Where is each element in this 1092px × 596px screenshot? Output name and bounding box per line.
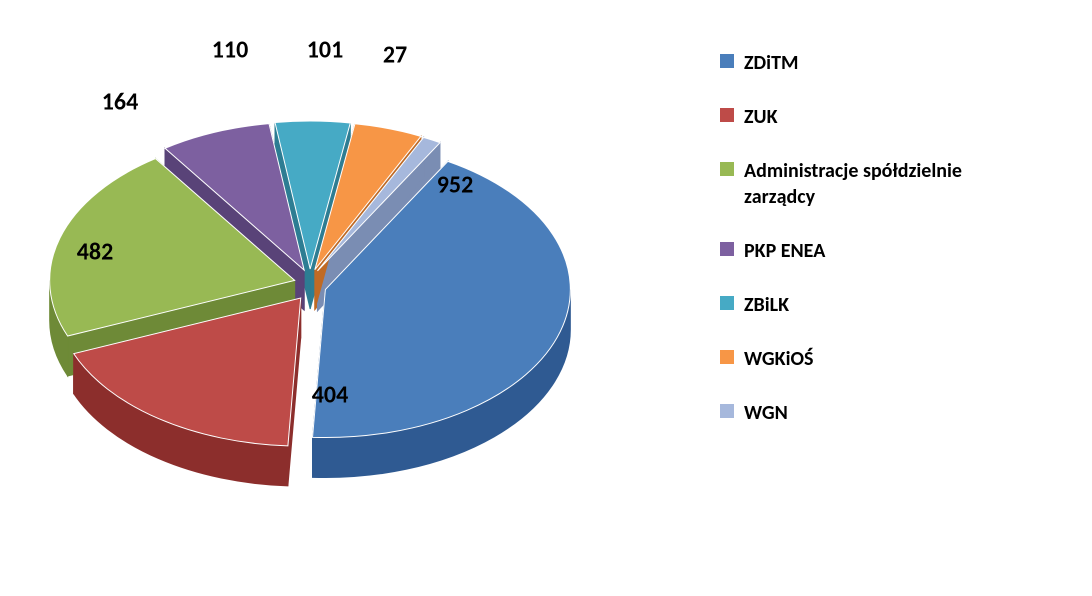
- legend-item: ZDiTM: [720, 50, 1024, 76]
- chart-stage: 952 404 482 164 110 101 27 ZDiTM ZUK Administrac…: [0, 0, 1092, 596]
- legend-label: WGN: [744, 400, 788, 426]
- pie-value-label: 164: [102, 88, 139, 117]
- legend-color-swatch: [720, 296, 734, 310]
- legend-label: PKP ENEA: [744, 238, 825, 264]
- legend-label: ZUK: [744, 104, 778, 130]
- legend-color-swatch: [720, 350, 734, 364]
- legend-color-swatch: [720, 54, 734, 68]
- legend-color-swatch: [720, 404, 734, 418]
- legend-color-swatch: [720, 162, 734, 176]
- pie-value-label: 27: [383, 41, 407, 70]
- legend-label: Administracje spółdzielnie zarządcy: [744, 158, 1024, 210]
- legend-item: ZUK: [720, 104, 1024, 130]
- pie-value-label: 110: [212, 36, 249, 65]
- pie-value-label: 404: [312, 381, 349, 410]
- legend-label: ZDiTM: [744, 50, 798, 76]
- chart-legend: ZDiTM ZUK Administracje spółdzielnie zarzą…: [720, 50, 1024, 454]
- legend-item: Administracje spółdzielnie zarządcy: [720, 158, 1024, 210]
- legend-item: PKP ENEA: [720, 238, 1024, 264]
- pie-value-label: 482: [77, 238, 114, 267]
- legend-item: WGN: [720, 400, 1024, 426]
- pie-value-label: 952: [437, 171, 474, 200]
- legend-item: WGKiOŚ: [720, 346, 1024, 372]
- legend-label: ZBiLK: [744, 292, 789, 318]
- legend-label: WGKiOŚ: [744, 346, 813, 372]
- pie-value-label: 101: [307, 36, 344, 65]
- legend-color-swatch: [720, 108, 734, 122]
- legend-item: ZBiLK: [720, 292, 1024, 318]
- legend-color-swatch: [720, 242, 734, 256]
